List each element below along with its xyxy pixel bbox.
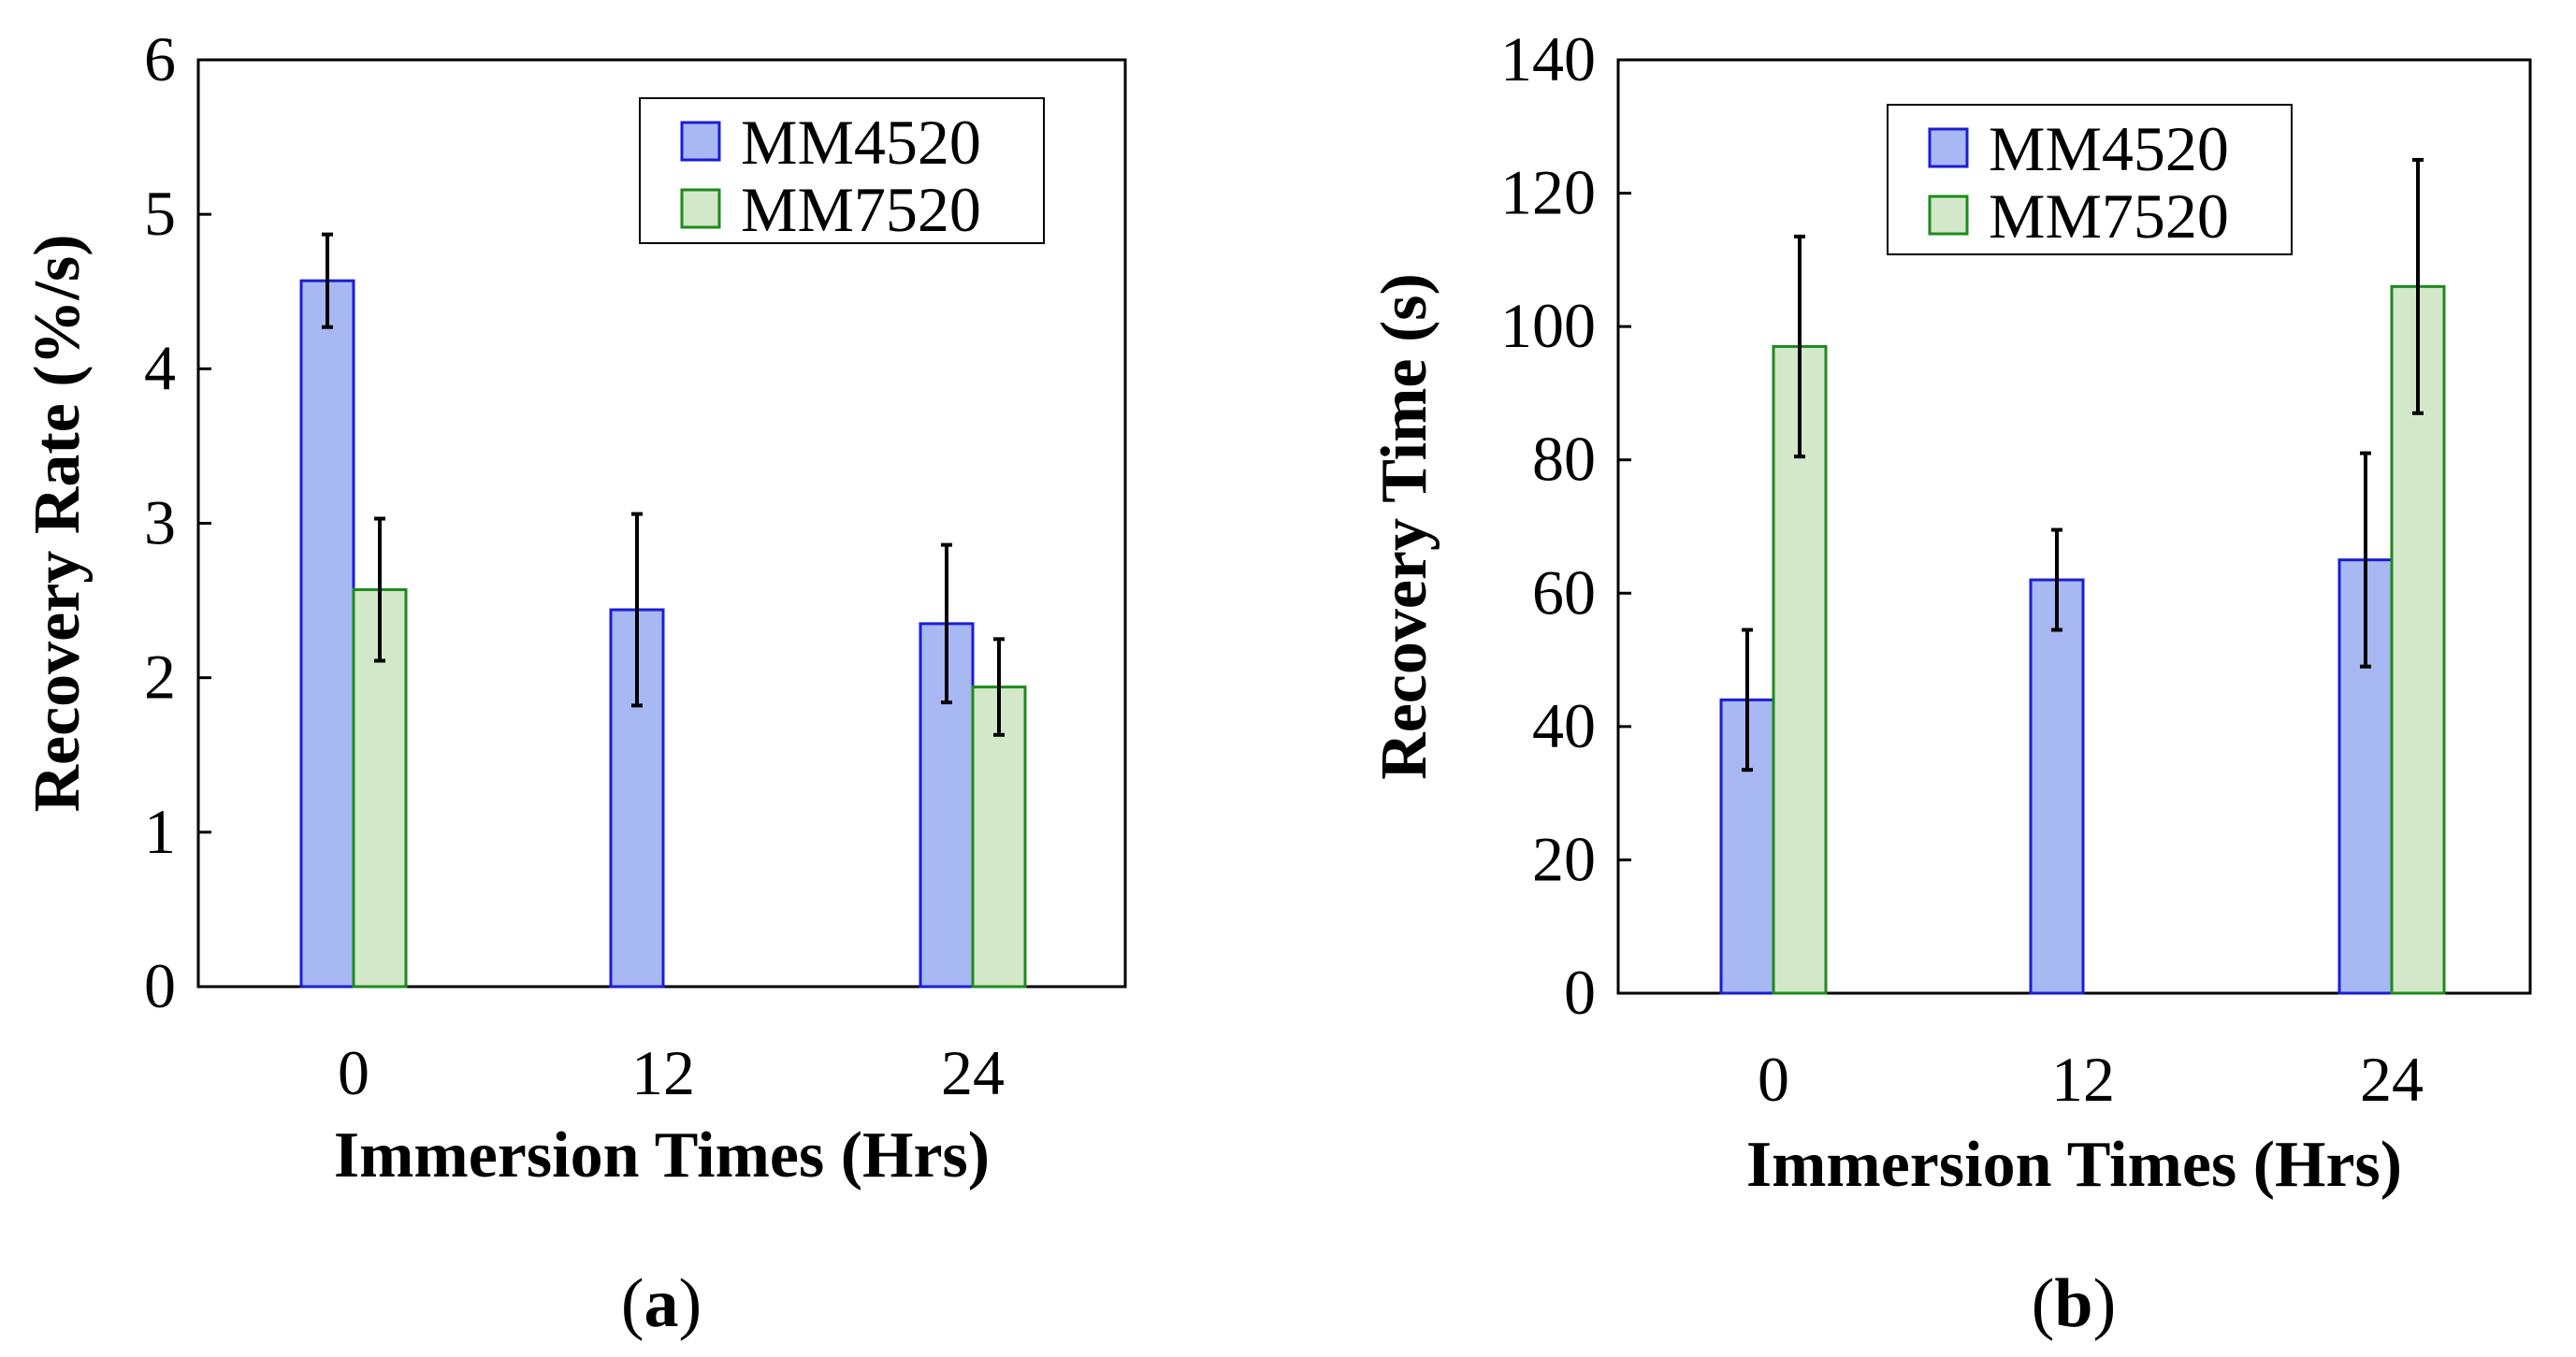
bar-mm4520-12 <box>2029 578 2085 995</box>
legend-label: MM4520 <box>741 107 981 178</box>
y-axis-title: Recovery Rate (%/s) <box>22 234 94 812</box>
bar-mm4520-0 <box>299 279 355 989</box>
y-tick-label: 4 <box>144 332 176 403</box>
legend-swatch-mm4520 <box>1928 127 1969 168</box>
y-tick-label: 5 <box>144 178 176 249</box>
y-tick-label: 6 <box>144 23 176 94</box>
x-tick-label: 12 <box>631 1037 695 1108</box>
panel-label: (a) <box>621 1265 702 1342</box>
panel-label-letter: a <box>644 1265 679 1342</box>
y-tick-label: 100 <box>1500 290 1596 361</box>
y-tick-label: 20 <box>1532 823 1596 894</box>
panel-label-close: ) <box>2093 1265 2117 1342</box>
panel-label-close: ) <box>679 1265 702 1342</box>
panel-label-open: ( <box>2032 1265 2055 1342</box>
y-tick-label: 2 <box>144 642 176 713</box>
legend-swatch-mm7520 <box>680 188 721 229</box>
x-tick-label: 0 <box>1758 1044 1789 1115</box>
panel-label-letter: b <box>2054 1265 2092 1342</box>
y-axis-title: Recovery Time (s) <box>1368 273 1440 780</box>
y-tick-label: 120 <box>1500 157 1596 228</box>
y-tick-label: 80 <box>1532 424 1596 495</box>
x-tick-label: 12 <box>2051 1044 2115 1115</box>
y-tick-label: 60 <box>1532 556 1596 628</box>
legend-swatch-mm4520 <box>680 121 721 162</box>
legend-label: MM7520 <box>741 174 981 245</box>
bar-mm4520-24 <box>919 622 975 989</box>
legend-swatch-mm7520 <box>1928 195 1969 236</box>
x-tick-label: 24 <box>941 1037 1005 1108</box>
bar-mm7520-24 <box>971 686 1027 989</box>
y-tick-label: 0 <box>1564 957 1596 1028</box>
legend-label: MM7520 <box>1989 180 2229 252</box>
x-tick-label: 0 <box>338 1037 369 1108</box>
y-tick-label: 1 <box>144 796 176 867</box>
y-tick-label: 3 <box>144 487 176 558</box>
legend-label: MM4520 <box>1989 113 2229 184</box>
x-axis-title: Immersion Times (Hrs) <box>1746 1129 2402 1201</box>
panel-label-open: ( <box>621 1265 644 1342</box>
y-tick-label: 0 <box>144 950 176 1021</box>
x-tick-label: 24 <box>2360 1044 2424 1115</box>
y-tick-label: 140 <box>1500 23 1596 94</box>
x-axis-title: Immersion Times (Hrs) <box>334 1119 990 1191</box>
panel-label: (b) <box>2032 1265 2116 1342</box>
y-tick-label: 40 <box>1532 690 1596 761</box>
